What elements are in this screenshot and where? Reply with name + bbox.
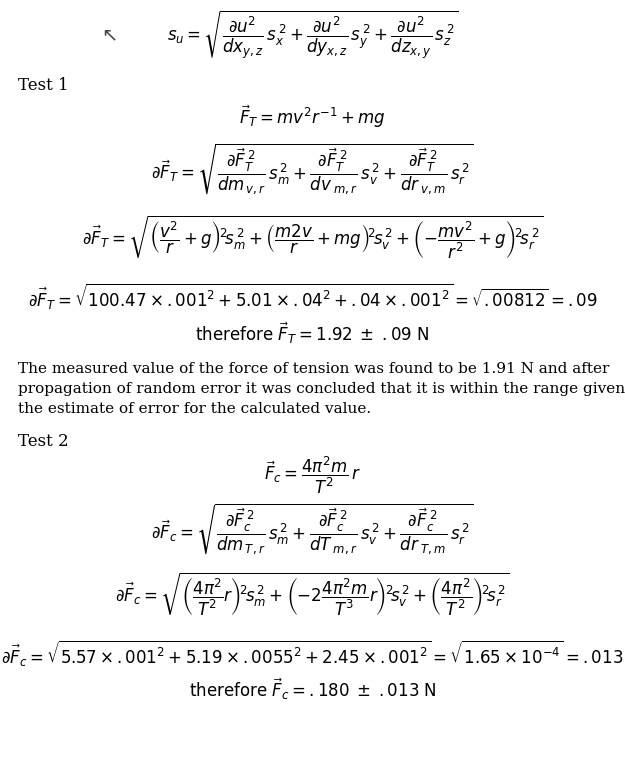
Text: The measured value of the force of tension was found to be 1.91 N and after: The measured value of the force of tensi… xyxy=(18,362,609,376)
Text: Test 1: Test 1 xyxy=(18,76,68,94)
Text: propagation of random error it was concluded that it is within the range given b: propagation of random error it was concl… xyxy=(18,382,625,396)
Text: the estimate of error for the calculated value.: the estimate of error for the calculated… xyxy=(18,402,371,416)
Text: $\partial\vec{F}_T = \sqrt{\dfrac{\partial\vec{F}_T^{\;2}}{dm_{\,v,r}}\, s_m^{\,: $\partial\vec{F}_T = \sqrt{\dfrac{\parti… xyxy=(151,142,474,197)
Text: $\vec{F}_c = \dfrac{4\pi^2 m}{T^2}\,r$: $\vec{F}_c = \dfrac{4\pi^2 m}{T^2}\,r$ xyxy=(264,454,361,496)
Text: $\partial\vec{F}_c = \sqrt{5.57\times.001^2+5.19\times.0055^2+2.45\times.001^2}=: $\partial\vec{F}_c = \sqrt{5.57\times.00… xyxy=(1,638,624,668)
Text: $\partial\vec{F}_c = \sqrt{\dfrac{\partial\vec{F}_c^{\;2}}{dm_{\,T,r}}\, s_m^{\,: $\partial\vec{F}_c = \sqrt{\dfrac{\parti… xyxy=(151,501,474,556)
Text: $\partial\vec{F}_T = \sqrt{\left(\dfrac{v^2}{r}+g\right)^{\!2}\!s_m^{\,2} +\left: $\partial\vec{F}_T = \sqrt{\left(\dfrac{… xyxy=(82,213,543,261)
Text: $\partial\vec{F}_T = \sqrt{100.47\times.001^2+5.01\times.04^2+.04\times.001^2}=\: $\partial\vec{F}_T = \sqrt{100.47\times.… xyxy=(28,281,598,311)
Text: $\text{therefore }\vec{F}_T = 1.92\;\pm\;.09\text{ N}$: $\text{therefore }\vec{F}_T = 1.92\;\pm\… xyxy=(195,320,430,346)
Text: $\partial\vec{F}_c = \sqrt{\left(\dfrac{4\pi^2}{T^2}r\right)^{\!2}\!s_m^{\,2} +\: $\partial\vec{F}_c = \sqrt{\left(\dfrac{… xyxy=(115,570,510,618)
Text: ↖: ↖ xyxy=(101,26,118,45)
Text: $\vec{F}_T = mv^2r^{-1} + mg$: $\vec{F}_T = mv^2r^{-1} + mg$ xyxy=(239,104,386,130)
Text: $s_u = \sqrt{\dfrac{\partial u^2}{dx_{y,z}}\, s_x^{\,2} +\dfrac{\partial u^2}{dy: $s_u = \sqrt{\dfrac{\partial u^2}{dx_{y,… xyxy=(167,8,458,61)
Text: Test 2: Test 2 xyxy=(18,432,68,450)
Text: $\text{therefore }\vec{F}_c = .180\;\pm\;.013\text{ N}$: $\text{therefore }\vec{F}_c = .180\;\pm\… xyxy=(189,676,436,702)
